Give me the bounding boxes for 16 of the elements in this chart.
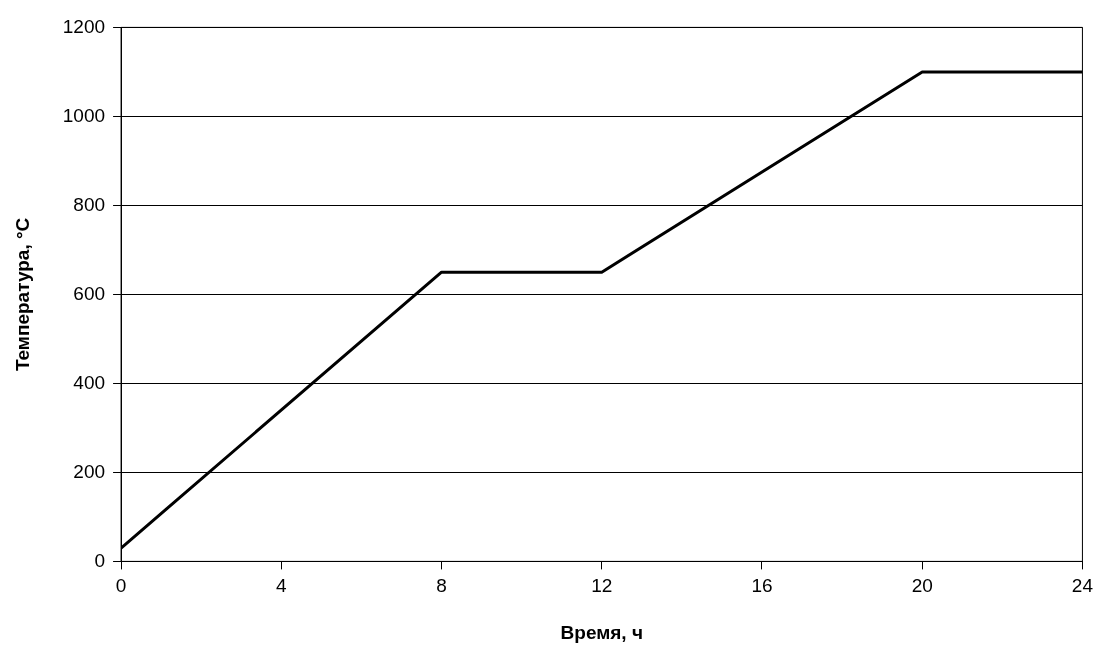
y-tick-label: 0: [94, 549, 106, 571]
x-tick-label: 24: [1071, 575, 1094, 597]
y-tick-label: 400: [73, 371, 106, 393]
y-tick-label: 600: [73, 282, 106, 304]
y-tick-label: 200: [73, 460, 106, 482]
x-tick-label: 8: [436, 575, 447, 597]
x-tick-label: 0: [115, 575, 127, 597]
y-tick-label: 800: [73, 193, 106, 215]
y-tick-label: 1000: [62, 104, 106, 126]
x-tick-label: 20: [911, 575, 933, 597]
y-tick-label: 1200: [62, 15, 106, 37]
x-tick-label: 16: [751, 575, 773, 597]
x-tick-label: 4: [276, 575, 288, 597]
y-axis-title: Температура, °C: [11, 217, 33, 372]
x-axis-title: Время, ч: [560, 621, 643, 643]
x-tick-label: 12: [591, 575, 613, 597]
